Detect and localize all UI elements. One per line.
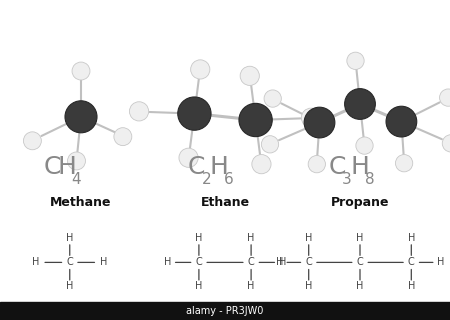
Ellipse shape xyxy=(179,148,198,167)
Text: H: H xyxy=(66,281,73,292)
Text: H: H xyxy=(58,156,76,180)
Text: H: H xyxy=(32,257,40,268)
Ellipse shape xyxy=(345,89,375,119)
Text: H: H xyxy=(210,156,229,180)
Ellipse shape xyxy=(130,102,148,121)
Text: alamy - PR3JW0: alamy - PR3JW0 xyxy=(186,306,264,316)
Text: 8: 8 xyxy=(365,172,375,187)
Ellipse shape xyxy=(396,155,413,172)
Text: C: C xyxy=(306,257,312,268)
Ellipse shape xyxy=(72,62,90,80)
Ellipse shape xyxy=(65,101,97,133)
Text: H: H xyxy=(437,257,444,268)
Text: H: H xyxy=(305,233,312,244)
Text: 2: 2 xyxy=(202,172,211,187)
Text: 3: 3 xyxy=(342,172,352,187)
Text: H: H xyxy=(164,257,171,268)
Text: H: H xyxy=(408,281,415,292)
Text: H: H xyxy=(350,156,369,180)
Text: H: H xyxy=(100,257,107,268)
Text: H: H xyxy=(248,281,255,292)
Text: Methane: Methane xyxy=(50,196,112,209)
Ellipse shape xyxy=(302,108,320,127)
Text: C: C xyxy=(195,257,203,268)
Text: C: C xyxy=(67,257,73,268)
Text: H: H xyxy=(195,281,203,292)
Text: Propane: Propane xyxy=(331,196,389,209)
Text: C: C xyxy=(328,156,346,180)
Ellipse shape xyxy=(440,89,450,106)
Text: C: C xyxy=(188,156,206,180)
Ellipse shape xyxy=(178,97,211,130)
Ellipse shape xyxy=(191,60,210,79)
Ellipse shape xyxy=(240,66,259,85)
Ellipse shape xyxy=(308,156,325,173)
Text: C: C xyxy=(408,257,415,268)
Text: C: C xyxy=(44,156,62,180)
Bar xyxy=(0,302,450,320)
Text: H: H xyxy=(356,233,364,244)
Text: H: H xyxy=(195,233,203,244)
Text: H: H xyxy=(276,257,283,268)
Text: C: C xyxy=(356,257,364,268)
Ellipse shape xyxy=(347,52,364,69)
Text: H: H xyxy=(248,233,255,244)
Ellipse shape xyxy=(23,132,41,150)
Text: C: C xyxy=(248,257,255,268)
Ellipse shape xyxy=(356,137,373,154)
Ellipse shape xyxy=(239,103,272,137)
Text: 6: 6 xyxy=(224,172,234,187)
Ellipse shape xyxy=(442,135,450,152)
Text: H: H xyxy=(279,257,286,268)
Ellipse shape xyxy=(304,107,335,138)
Text: H: H xyxy=(408,233,415,244)
Ellipse shape xyxy=(261,136,279,153)
Ellipse shape xyxy=(386,106,417,137)
Text: Ethane: Ethane xyxy=(200,196,250,209)
Ellipse shape xyxy=(264,90,281,107)
Text: H: H xyxy=(66,233,73,244)
Text: H: H xyxy=(305,281,312,292)
Ellipse shape xyxy=(114,128,132,146)
Ellipse shape xyxy=(68,152,86,170)
Text: H: H xyxy=(356,281,364,292)
Ellipse shape xyxy=(252,155,271,174)
Text: 4: 4 xyxy=(71,172,81,187)
